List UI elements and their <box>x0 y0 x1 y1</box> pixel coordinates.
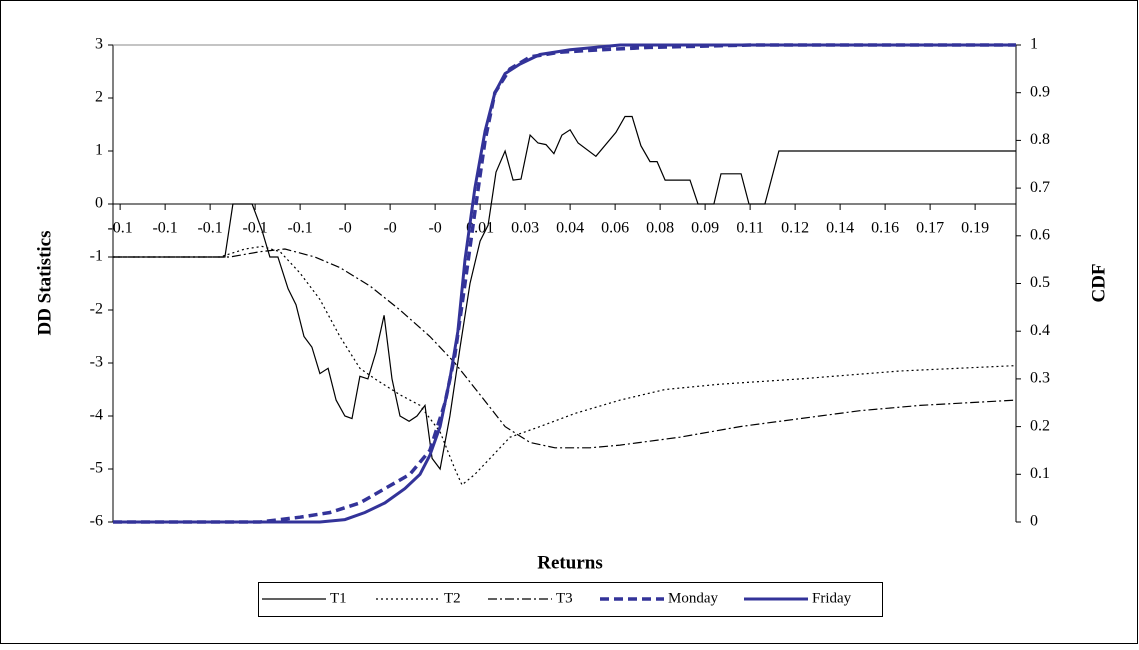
x-tick-label: 0.14 <box>826 220 854 237</box>
series-line <box>113 43 1016 524</box>
y2-tick-label: 1 <box>1030 36 1038 53</box>
x-tick-label: 0.17 <box>916 220 944 237</box>
legend-label: T3 <box>556 590 573 606</box>
x-tick-label: 0.12 <box>781 220 809 237</box>
x-tick-label: -0 <box>428 220 441 237</box>
x-tick-label: 0.03 <box>511 220 539 237</box>
x-tick-label: -0.1 <box>107 220 132 237</box>
y-tick-label: -1 <box>90 248 103 265</box>
series-line <box>113 115 1016 471</box>
y2-tick-label: 0.4 <box>1030 322 1050 339</box>
legend-label: T1 <box>330 590 347 606</box>
series-line <box>113 248 1017 449</box>
x-tick-label: -0.1 <box>197 220 222 237</box>
y-axis-title: DD Statistics <box>34 230 55 335</box>
x-axis-title: Returns <box>537 552 602 573</box>
y2-tick-label: 0.1 <box>1030 465 1050 482</box>
y2-tick-label: 0.8 <box>1030 131 1050 148</box>
x-tick-label: -0.1 <box>287 220 312 237</box>
y2-tick-label: 0.5 <box>1030 274 1050 291</box>
y2-axis-title: CDF <box>1088 263 1109 302</box>
x-tick-label: -0 <box>383 220 396 237</box>
x-tick-label: -0 <box>338 220 351 237</box>
legend-label: Monday <box>668 590 718 606</box>
legend-label: T2 <box>444 590 461 606</box>
y-tick-label: 2 <box>95 89 103 106</box>
x-tick-label: 0.16 <box>871 220 899 237</box>
y2-tick-label: 0.9 <box>1030 83 1050 100</box>
y-tick-label: -3 <box>90 354 103 371</box>
series-line <box>113 245 1017 486</box>
x-tick-label: 0.08 <box>646 220 674 237</box>
y-tick-label: -2 <box>90 301 103 318</box>
y2-tick-label: 0.6 <box>1030 226 1050 243</box>
series-line <box>113 43 1016 524</box>
x-tick-label: -0.1 <box>242 220 267 237</box>
y2-tick-label: 0 <box>1030 513 1038 530</box>
legend-label: Friday <box>812 590 852 606</box>
y-tick-label: -5 <box>90 460 103 477</box>
x-tick-label: 0.11 <box>736 220 763 237</box>
y2-tick-label: 0.3 <box>1030 370 1050 387</box>
x-tick-label: 0.04 <box>556 220 584 237</box>
y2-tick-label: 0.2 <box>1030 417 1050 434</box>
x-tick-label: 0.19 <box>961 220 989 237</box>
y-tick-label: -4 <box>90 407 103 424</box>
y-tick-label: 1 <box>95 142 103 159</box>
y2-tick-label: 0.7 <box>1030 179 1050 196</box>
y-tick-label: -6 <box>90 513 103 530</box>
y-tick-label: 0 <box>95 195 103 212</box>
x-tick-label: 0.09 <box>691 220 719 237</box>
x-tick-label: 0.06 <box>601 220 629 237</box>
x-tick-label: -0.1 <box>152 220 177 237</box>
y-tick-label: 3 <box>95 36 103 53</box>
